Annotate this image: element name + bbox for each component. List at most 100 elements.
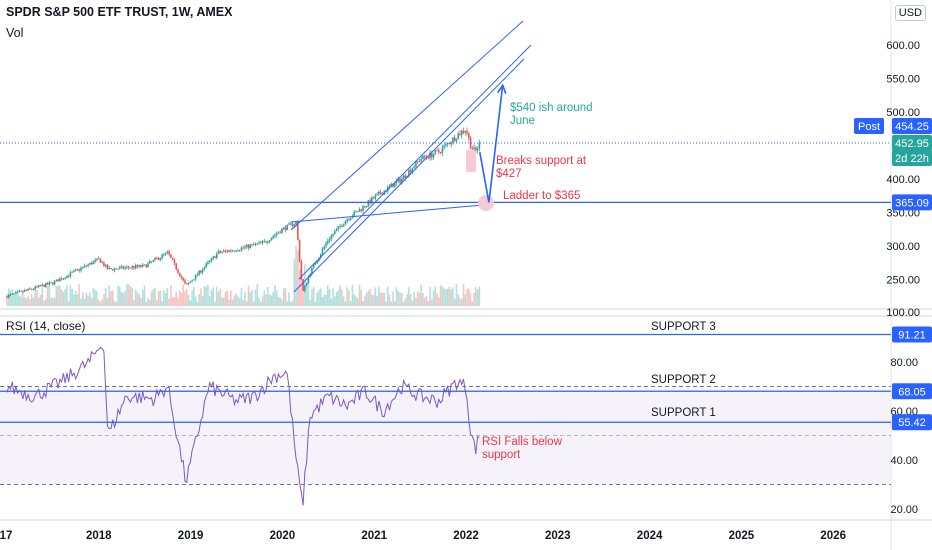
volume-bar <box>397 290 400 306</box>
volume-bar <box>363 296 366 306</box>
volume-bar <box>337 289 340 306</box>
candle-body <box>131 266 133 268</box>
candle-body <box>365 205 368 208</box>
candle-body <box>475 147 477 151</box>
candle-body <box>99 258 102 263</box>
candle-body <box>342 224 345 227</box>
candle-body <box>245 244 248 247</box>
candle-body <box>249 244 252 249</box>
volume-bar <box>404 298 407 306</box>
volume-bar <box>127 284 130 306</box>
candle-body <box>312 264 315 268</box>
candle-body <box>258 242 260 244</box>
currency-selector[interactable]: USD <box>894 5 926 21</box>
countdown-badge-bg <box>892 150 932 166</box>
volume-bar <box>221 297 223 306</box>
volume-bar <box>429 286 431 306</box>
candle-body <box>46 283 49 285</box>
candle-body <box>305 283 308 286</box>
candle-body <box>6 296 8 298</box>
candle-body <box>180 276 183 279</box>
candle-body <box>478 142 481 149</box>
candle-body <box>87 264 89 266</box>
volume-bar <box>20 296 22 306</box>
candle-body <box>106 264 109 270</box>
candle-body <box>222 250 225 252</box>
volume-bar <box>6 298 8 306</box>
candle-body <box>302 279 304 291</box>
candle-body <box>372 197 375 199</box>
candle-body <box>358 209 361 212</box>
candle-body <box>133 266 135 269</box>
volume-bar <box>205 286 207 306</box>
candle-body <box>226 250 229 252</box>
candle-body <box>129 267 132 269</box>
volume-bar <box>358 285 361 306</box>
candle-body <box>270 238 273 241</box>
rsi-level-badge-bg <box>892 383 932 400</box>
candle-body <box>78 269 81 271</box>
rsi-level-badge-bg <box>892 326 932 343</box>
volume-bar <box>203 286 206 306</box>
volume-bar <box>150 291 153 306</box>
rsi-indicator-label[interactable]: RSI (14, close) <box>6 319 86 333</box>
volume-bar <box>238 298 241 306</box>
candle-body <box>244 246 246 248</box>
volume-bar <box>321 297 324 306</box>
candle-body <box>120 266 123 268</box>
volume-bar <box>57 285 59 306</box>
candle-body <box>326 240 329 244</box>
volume-bar <box>323 294 326 306</box>
volume-bar <box>41 287 44 306</box>
candle-body <box>228 250 230 252</box>
candle-body <box>427 157 430 159</box>
volume-bar <box>37 297 40 306</box>
candle-body <box>388 186 391 188</box>
candle-body <box>267 241 269 243</box>
candle-body <box>438 150 440 153</box>
candle-body <box>97 258 100 260</box>
candle-body <box>235 251 237 252</box>
candle-body <box>460 130 463 136</box>
candle-body <box>145 264 148 268</box>
volume-bar <box>448 286 451 306</box>
volume-bar <box>168 298 170 306</box>
candle-body <box>233 250 236 252</box>
volume-bar <box>256 284 259 306</box>
candle-body <box>268 240 271 242</box>
volume-bar <box>120 291 123 306</box>
candle-body <box>464 130 467 133</box>
volume-bar <box>164 292 167 306</box>
volume-bar <box>30 294 33 306</box>
volume-indicator-label[interactable]: Vol <box>6 26 24 40</box>
volume-bar <box>293 258 296 306</box>
volume-bar <box>406 293 408 306</box>
candle-body <box>289 223 292 225</box>
volume-bar <box>18 295 21 306</box>
volume-bar <box>143 285 146 306</box>
candle-body <box>252 244 255 246</box>
candle-body <box>473 147 475 149</box>
candle-body <box>13 293 15 295</box>
candle-body <box>110 268 112 270</box>
post-label-badge-bg <box>854 118 884 134</box>
volume-bar <box>418 292 421 306</box>
volume-bar <box>140 297 142 306</box>
volume-bar <box>214 301 216 306</box>
candle-body <box>300 261 303 280</box>
volume-bar <box>369 288 371 306</box>
candle-body <box>275 233 278 235</box>
projection-path <box>479 85 504 203</box>
volume-bar <box>466 289 468 306</box>
candle-body <box>140 265 142 267</box>
volume-bar <box>335 292 338 306</box>
volume-bar <box>90 297 93 306</box>
volume-bar <box>237 296 239 306</box>
candle-body <box>457 133 460 140</box>
volume-bar <box>289 301 292 306</box>
candle-body <box>57 279 59 282</box>
volume-bar <box>319 288 322 306</box>
time-axis-label: 2023 <box>545 530 571 542</box>
candle-body <box>191 280 193 282</box>
